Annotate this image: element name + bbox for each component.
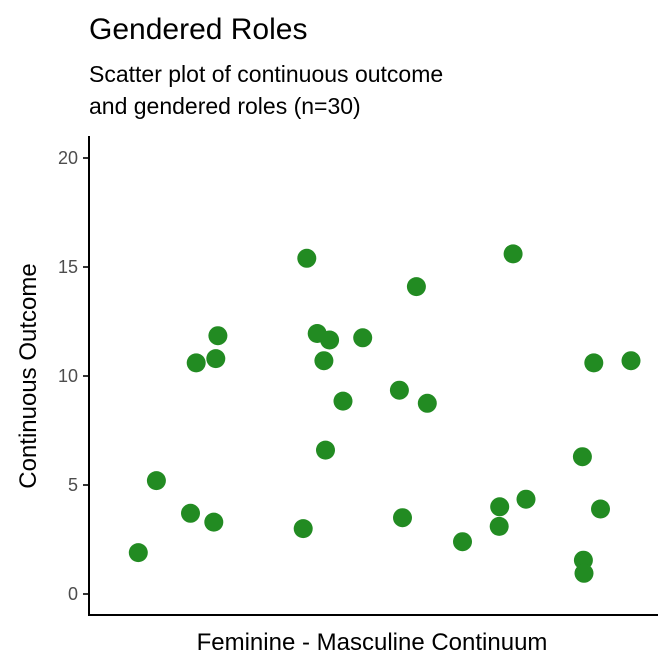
scatter-point [181, 503, 200, 523]
y-axis-ticks: 0 5 10 15 20 [58, 148, 89, 604]
scatter-point [591, 499, 610, 519]
y-tick-label: 15 [58, 257, 78, 277]
scatter-point [297, 248, 317, 268]
scatter-point [204, 512, 224, 532]
chart-subtitle-line-2: and gendered roles (n=30) [89, 93, 361, 119]
scatter-point [621, 351, 641, 371]
scatter-point [503, 244, 523, 264]
scatter-point [584, 353, 604, 373]
scatter-point [314, 351, 334, 371]
scatter-point [146, 471, 166, 491]
scatter-point [320, 330, 340, 350]
scatter-point [389, 380, 409, 400]
scatter-point [574, 563, 594, 583]
scatter-point [417, 393, 437, 413]
scatter-point [206, 349, 226, 369]
scatter-point [353, 328, 373, 348]
y-axis-label: Continuous Outcome [15, 263, 42, 488]
scatter-point [572, 447, 592, 467]
scatter-point [516, 489, 536, 509]
chart-subtitle-line-1: Scatter plot of continuous outcome [89, 61, 443, 87]
scatter-point [316, 440, 335, 460]
scatter-point [293, 519, 313, 539]
scatter-point [186, 353, 206, 373]
scatter-point [393, 508, 412, 528]
y-tick-label: 20 [58, 148, 78, 168]
scatter-point [406, 277, 426, 297]
scatter-point [490, 497, 510, 517]
scatter-point [489, 516, 509, 536]
scatter-point [333, 391, 353, 411]
y-tick-label: 0 [68, 584, 78, 604]
y-tick-label: 5 [68, 475, 78, 495]
x-axis-label: Feminine - Masculine Continuum [197, 629, 548, 656]
chart-title: Gendered Roles [89, 13, 307, 46]
scatter-point [128, 543, 148, 563]
data-points [128, 244, 641, 583]
y-tick-label: 10 [58, 366, 78, 386]
scatter-point [208, 326, 228, 346]
scatter-point [453, 532, 472, 552]
